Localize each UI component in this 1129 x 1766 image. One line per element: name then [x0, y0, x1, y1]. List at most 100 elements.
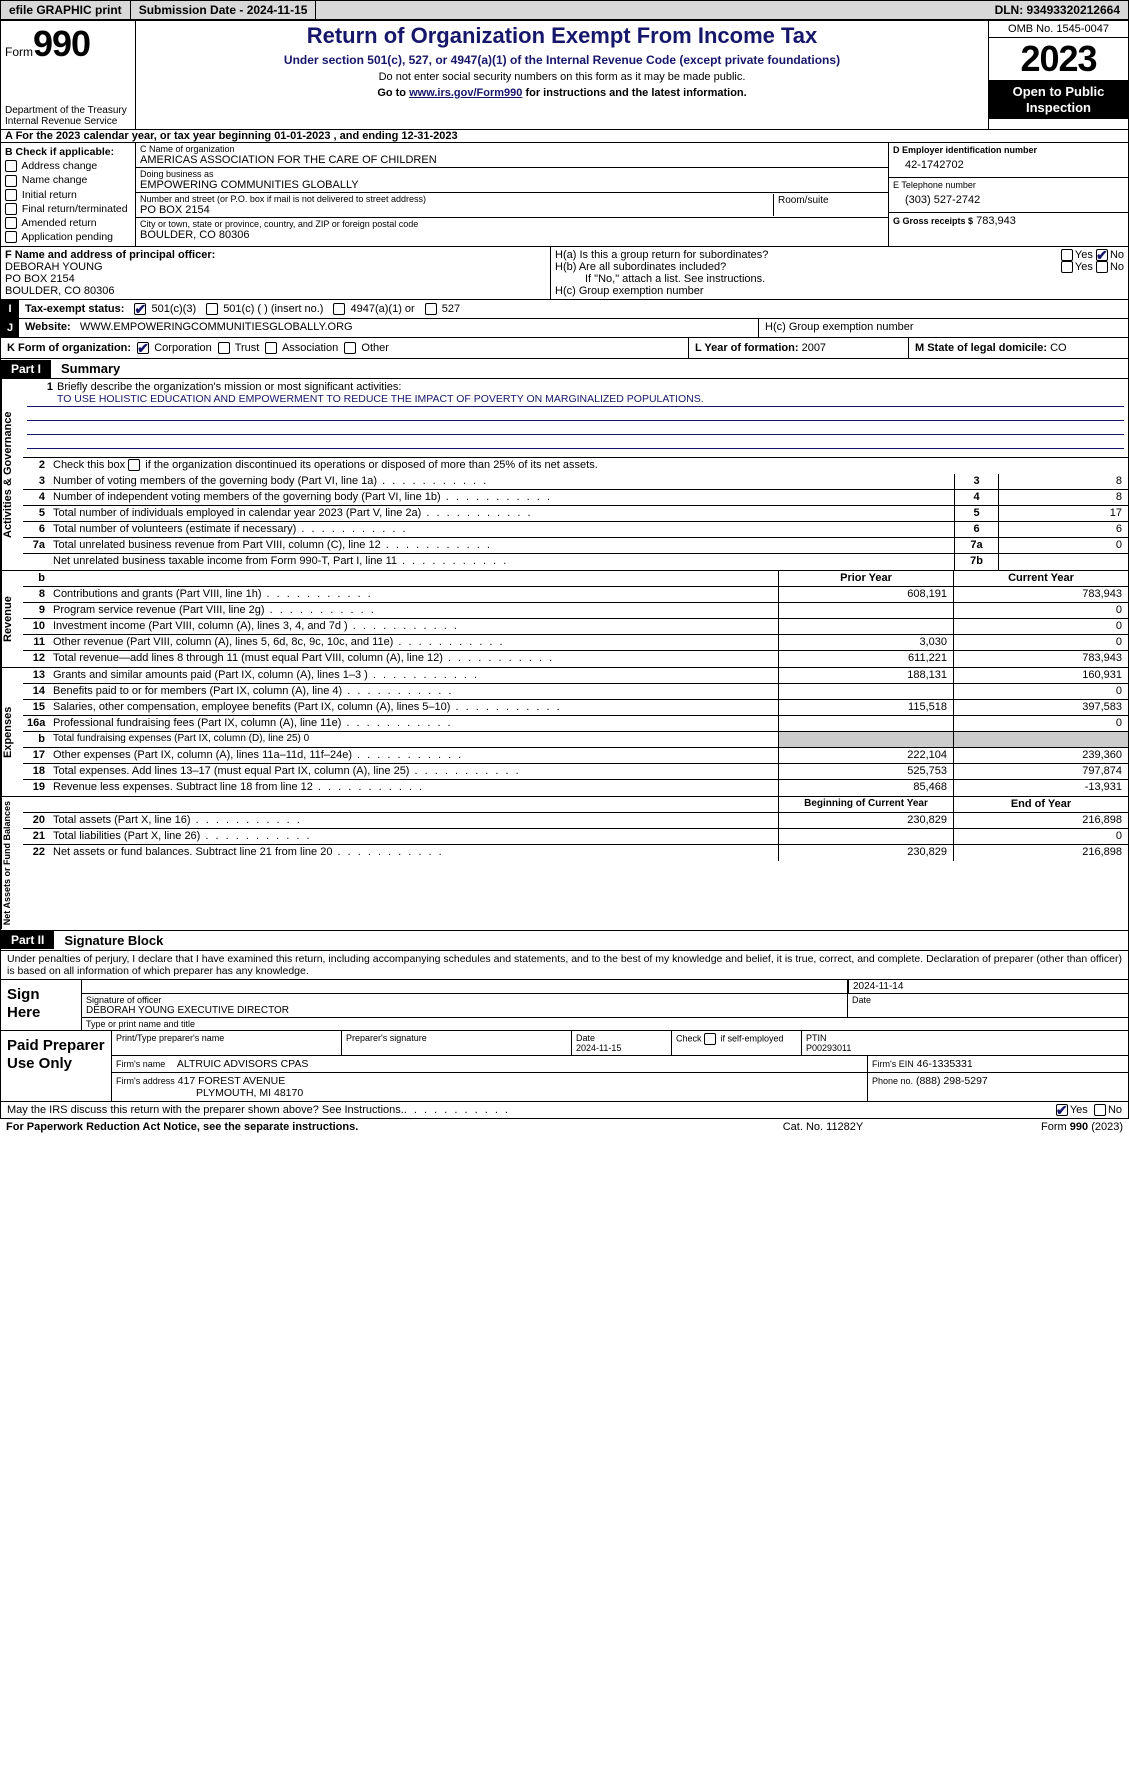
- row-i-label: I: [1, 300, 19, 318]
- line-1-num: 1: [27, 381, 53, 393]
- form-title: Return of Organization Exempt From Incom…: [142, 23, 982, 49]
- corporation-checkbox[interactable]: [137, 342, 149, 354]
- governance-vlabel: Activities & Governance: [1, 379, 23, 570]
- line-num: 4: [23, 490, 49, 505]
- summary-line: 8Contributions and grants (Part VIII, li…: [23, 587, 1128, 603]
- line-text: Grants and similar amounts paid (Part IX…: [49, 668, 778, 683]
- summary-line: 10Investment income (Part VIII, column (…: [23, 619, 1128, 635]
- line-box-num: 6: [954, 522, 998, 537]
- row-j-label: J: [1, 319, 19, 337]
- public-inspection: Open to Public Inspection: [989, 80, 1128, 119]
- discuss-text: May the IRS discuss this return with the…: [7, 1104, 404, 1116]
- address-change-checkbox[interactable]: [5, 160, 17, 172]
- mission-line-4: [27, 435, 1124, 449]
- prior-year-value: 608,191: [778, 587, 953, 602]
- address-change-label: Address change: [21, 160, 97, 172]
- amended-return-checkbox[interactable]: [5, 217, 17, 229]
- org-name: AMERICAS ASSOCIATION FOR THE CARE OF CHI…: [140, 154, 884, 166]
- final-return-checkbox[interactable]: [5, 203, 17, 215]
- city-label: City or town, state or province, country…: [140, 219, 884, 229]
- line-box-num: 4: [954, 490, 998, 505]
- corporation-label: Corporation: [154, 342, 211, 354]
- form-page-label: Form 990 (2023): [923, 1121, 1123, 1133]
- tax-status-label: Tax-exempt status:: [25, 303, 124, 315]
- ha-yes-checkbox[interactable]: [1061, 249, 1073, 261]
- firm-ein-label: Firm's EIN: [872, 1059, 914, 1069]
- line-text: Contributions and grants (Part VIII, lin…: [49, 587, 778, 602]
- discontinued-checkbox[interactable]: [128, 459, 140, 471]
- paid-preparer-block: Paid Preparer Use Only Print/Type prepar…: [0, 1031, 1129, 1102]
- discuss-yes-label: Yes: [1070, 1104, 1088, 1116]
- summary-line: 14Benefits paid to or for members (Part …: [23, 684, 1128, 700]
- perjury-declaration: Under penalties of perjury, I declare th…: [0, 951, 1129, 980]
- current-year-value: 783,943: [953, 651, 1128, 667]
- irs-link[interactable]: www.irs.gov/Form990: [409, 87, 522, 99]
- hb-yes-label: Yes: [1075, 261, 1093, 273]
- sign-here-block: Sign Here 2024-11-14 Signature of office…: [0, 980, 1129, 1031]
- efile-print-button[interactable]: efile GRAPHIC print: [1, 1, 131, 19]
- application-pending-checkbox[interactable]: [5, 231, 17, 243]
- officer-addr1: PO BOX 2154: [5, 273, 546, 285]
- initial-return-label: Initial return: [22, 189, 77, 201]
- row-tax-status: I Tax-exempt status: 501(c)(3) 501(c) ( …: [0, 300, 1129, 319]
- 501c3-checkbox[interactable]: [134, 303, 146, 315]
- prior-year-value: [778, 619, 953, 634]
- line-text: Benefits paid to or for members (Part IX…: [49, 684, 778, 699]
- summary-line: Net unrelated business taxable income fr…: [23, 554, 1128, 570]
- association-checkbox[interactable]: [265, 342, 277, 354]
- hb-no-checkbox[interactable]: [1096, 261, 1108, 273]
- phone-value: (303) 527-2742: [893, 190, 1124, 210]
- line-2-num: 2: [23, 458, 49, 474]
- current-year-value: 0: [953, 829, 1128, 844]
- ssn-warning: Do not enter social security numbers on …: [142, 71, 982, 83]
- date-label: Date: [848, 994, 1128, 1017]
- line-text: Number of independent voting members of …: [49, 490, 954, 505]
- current-year-value: 216,898: [953, 845, 1128, 861]
- application-pending-label: Application pending: [21, 231, 113, 243]
- discuss-yes-checkbox[interactable]: [1056, 1104, 1068, 1116]
- preparer-date-label: Date: [576, 1033, 667, 1043]
- self-employed-check: Check if self-employed: [672, 1031, 802, 1055]
- line-num: 22: [23, 845, 49, 861]
- year-formation-label: L Year of formation:: [695, 342, 799, 354]
- part-2-tag: Part II: [1, 931, 54, 949]
- summary-line: 17Other expenses (Part IX, column (A), l…: [23, 748, 1128, 764]
- ha-no-checkbox[interactable]: [1096, 249, 1108, 261]
- other-org-checkbox[interactable]: [344, 342, 356, 354]
- part-1-tag: Part I: [1, 360, 51, 378]
- initial-return-checkbox[interactable]: [5, 189, 17, 201]
- line-2-text: Check this box if the organization disco…: [49, 458, 1128, 474]
- 4947-label: 4947(a)(1) or: [351, 303, 415, 315]
- line-num: 20: [23, 813, 49, 828]
- prior-year-value: 85,468: [778, 780, 953, 796]
- irs-label: Internal Revenue Service: [5, 116, 131, 127]
- ha-label: H(a) Is this a group return for subordin…: [555, 249, 1061, 261]
- year-formation-value: 2007: [802, 342, 826, 354]
- current-year-value: 0: [953, 619, 1128, 634]
- 501c-checkbox[interactable]: [206, 303, 218, 315]
- 527-checkbox[interactable]: [425, 303, 437, 315]
- amended-return-label: Amended return: [21, 217, 96, 229]
- other-org-label: Other: [361, 342, 389, 354]
- row-k-l-m: K Form of organization: Corporation Trus…: [0, 338, 1129, 359]
- name-change-label: Name change: [22, 174, 87, 186]
- row-website: J Website: WWW.EMPOWERINGCOMMUNITIESGLOB…: [0, 319, 1129, 338]
- hb-label: H(b) Are all subordinates included?: [555, 261, 1061, 273]
- firm-name-label: Firm's name: [116, 1059, 165, 1069]
- self-employed-checkbox[interactable]: [704, 1033, 716, 1045]
- line-num: 18: [23, 764, 49, 779]
- trust-checkbox[interactable]: [218, 342, 230, 354]
- hb-yes-checkbox[interactable]: [1061, 261, 1073, 273]
- line-box-num: 7a: [954, 538, 998, 553]
- 4947-checkbox[interactable]: [333, 303, 345, 315]
- legal-domicile-label: M State of legal domicile:: [915, 342, 1047, 354]
- firm-phone: (888) 298-5297: [916, 1075, 988, 1087]
- dba-name: EMPOWERING COMMUNITIES GLOBALLY: [140, 179, 884, 191]
- top-bar: efile GRAPHIC print Submission Date - 20…: [0, 0, 1129, 20]
- box-b-label: B Check if applicable:: [5, 145, 131, 159]
- line-num: 21: [23, 829, 49, 844]
- discuss-no-checkbox[interactable]: [1094, 1104, 1106, 1116]
- line-text: Total expenses. Add lines 13–17 (must eq…: [49, 764, 778, 779]
- name-change-checkbox[interactable]: [5, 175, 17, 187]
- summary-line: 5Total number of individuals employed in…: [23, 506, 1128, 522]
